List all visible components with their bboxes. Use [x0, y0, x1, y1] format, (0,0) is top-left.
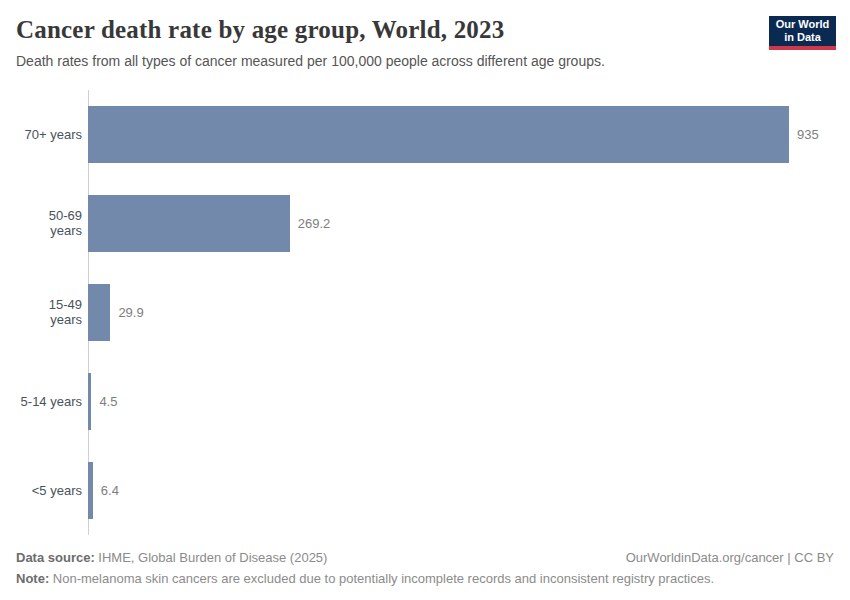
- bar-row: 15-49 years 29.9: [16, 268, 834, 357]
- bar-rows: 70+ years 935 50-69 years 269.2 15-49 years 2…: [16, 90, 834, 535]
- value-label: 6.4: [101, 483, 119, 498]
- owid-logo-red-bar: [769, 46, 836, 50]
- chart-note: Note: Non-melanoma skin cancers are excl…: [16, 570, 834, 589]
- chart-footer: Data source: IHME, Global Burden of Dise…: [16, 549, 834, 590]
- bar[interactable]: [88, 284, 110, 341]
- data-source-label: Data source:: [16, 550, 95, 565]
- category-label: 70+ years: [16, 127, 88, 142]
- category-label: 5-14 years: [16, 394, 88, 409]
- bar[interactable]: [88, 195, 290, 252]
- owid-logo[interactable]: Our World in Data: [769, 16, 836, 50]
- value-label: 29.9: [118, 305, 143, 320]
- data-source: Data source: IHME, Global Burden of Dise…: [16, 549, 327, 568]
- citation-link[interactable]: OurWorldinData.org/cancer | CC BY: [626, 549, 834, 568]
- note-text: Non-melanoma skin cancers are excluded d…: [49, 571, 714, 586]
- bar-track: 935: [88, 106, 834, 163]
- bar-row: 50-69 years 269.2: [16, 179, 834, 268]
- note-label: Note:: [16, 571, 49, 586]
- category-label: 50-69 years: [16, 208, 88, 238]
- owid-logo-line1: Our World: [769, 18, 836, 31]
- value-label: 4.5: [99, 394, 117, 409]
- bar[interactable]: [88, 462, 93, 519]
- bar-track: 29.9: [88, 284, 834, 341]
- data-source-text: IHME, Global Burden of Disease (2025): [95, 550, 328, 565]
- bar-chart: 70+ years 935 50-69 years 269.2 15-49 years 2…: [16, 90, 834, 535]
- category-label: 15-49 years: [16, 297, 88, 327]
- chart-subtitle: Death rates from all types of cancer mea…: [16, 53, 834, 70]
- bar-track: 269.2: [88, 195, 834, 252]
- bar-row: 5-14 years 4.5: [16, 357, 834, 446]
- owid-logo-text: Our World in Data: [769, 16, 836, 46]
- page-title: Cancer death rate by age group, World, 2…: [16, 16, 834, 45]
- bar[interactable]: [88, 373, 91, 430]
- value-label: 935: [797, 127, 819, 142]
- bar-row: <5 years 6.4: [16, 446, 834, 535]
- bar[interactable]: [88, 106, 789, 163]
- bar-track: 6.4: [88, 462, 834, 519]
- bar-track: 4.5: [88, 373, 834, 430]
- chart-figure: Cancer death rate by age group, World, 2…: [0, 0, 850, 600]
- value-label: 269.2: [298, 216, 331, 231]
- owid-logo-line2: in Data: [769, 31, 836, 44]
- bar-row: 70+ years 935: [16, 90, 834, 179]
- category-label: <5 years: [16, 483, 88, 498]
- chart-header: Cancer death rate by age group, World, 2…: [16, 16, 834, 70]
